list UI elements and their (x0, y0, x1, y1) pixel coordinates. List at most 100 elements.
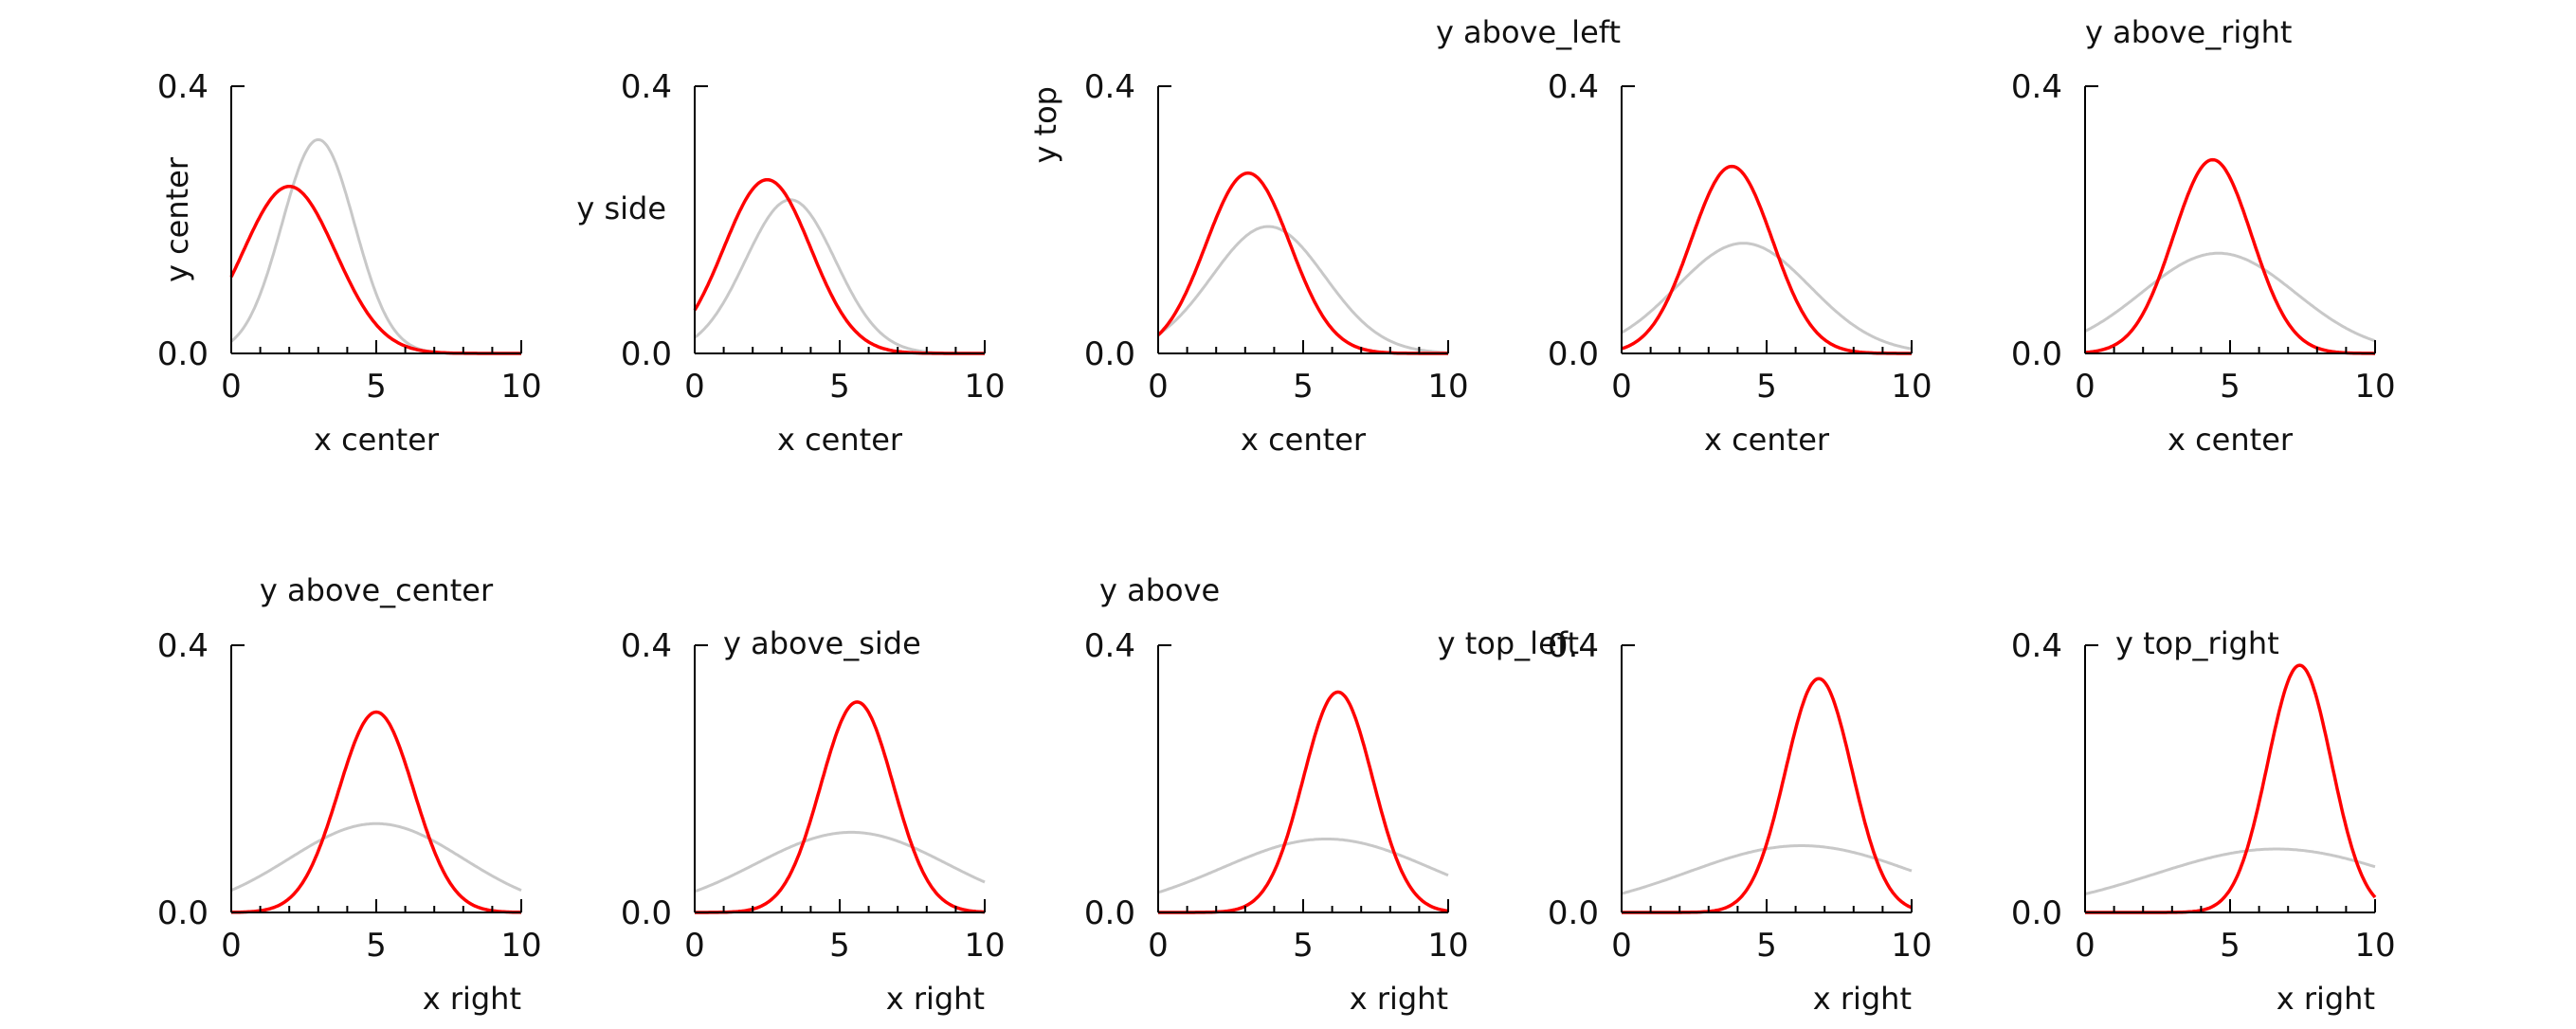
y-tick-label: 0.4 (1084, 68, 1135, 106)
gray-curve (2084, 251, 2376, 343)
x-tick-label: 10 (1427, 927, 1468, 965)
y-tick-label: 0.0 (621, 335, 672, 373)
red-curve (229, 185, 521, 355)
red-curve (2085, 663, 2377, 914)
y-axis-label: y above_side (723, 625, 921, 661)
red-curve (1621, 164, 1912, 355)
x-tick-label: 0 (1148, 927, 1169, 965)
x-tick-label: 0 (2075, 927, 2095, 965)
y-tick-label: 0.4 (1548, 68, 1599, 106)
gray-curve (1621, 242, 1913, 351)
red-curve (1158, 690, 1449, 914)
gray-curve (694, 198, 985, 355)
x-axis-label: x center (314, 422, 440, 458)
x-tick-label: 10 (964, 368, 1005, 406)
x-tick-label: 0 (2075, 368, 2095, 406)
y-axis-label: y top (1027, 86, 1063, 164)
x-tick-label: 5 (1756, 927, 1777, 965)
y-axis-label: y above_left (1436, 14, 1621, 50)
y-tick-label: 0.0 (157, 335, 209, 373)
x-tick-label: 0 (221, 368, 242, 406)
x-tick-label: 10 (2354, 927, 2395, 965)
x-tick-label: 5 (1293, 927, 1314, 965)
y-axis-label: y top_left (1438, 625, 1579, 661)
gray-curve (2084, 847, 2376, 895)
x-axis-label: x center (1241, 422, 1367, 458)
y-tick-label: 0.0 (2011, 894, 2062, 932)
x-tick-label: 10 (1891, 927, 1932, 965)
y-axis-label: y side (576, 190, 666, 226)
subplot-1: 0 5 10 0.0 0.4 x center y center (157, 68, 542, 458)
y-tick-label: 0.0 (157, 894, 209, 932)
red-curve (2084, 157, 2375, 355)
red-curve (230, 710, 522, 914)
gray-curve (1157, 838, 1449, 894)
y-tick-label: 0.4 (1548, 627, 1599, 665)
gray-curve (1157, 225, 1448, 354)
y-axis-label: y top_right (2115, 625, 2279, 661)
y-tick-label: 0.4 (2011, 627, 2062, 665)
x-tick-label: 0 (221, 927, 242, 965)
x-tick-label: 10 (964, 927, 1005, 965)
x-tick-label: 5 (366, 927, 387, 965)
x-tick-label: 10 (500, 368, 541, 406)
y-tick-label: 0.4 (621, 627, 672, 665)
x-tick-label: 5 (2220, 368, 2240, 406)
subplot-2: 0 5 10 0.0 0.4 x center y side (576, 68, 1005, 458)
gray-curve (694, 830, 986, 894)
y-axis-label: y center (159, 156, 195, 282)
red-curve (1156, 171, 1448, 355)
x-tick-label: 0 (1611, 927, 1632, 965)
x-tick-label: 0 (684, 368, 705, 406)
y-tick-label: 0.4 (621, 68, 672, 106)
x-axis-label: x right (423, 981, 521, 1017)
subplot-4: 0 5 10 0.0 0.4 x center y above_left (1436, 14, 1932, 458)
x-tick-label: 0 (1611, 368, 1632, 406)
x-tick-label: 0 (684, 927, 705, 965)
x-tick-label: 5 (829, 368, 850, 406)
gray-curve (1621, 844, 1913, 895)
x-axis-label: x right (1350, 981, 1448, 1017)
y-tick-label: 0.0 (2011, 335, 2062, 373)
subplot-7: 0 5 10 0.0 0.4 x right y above_side (621, 625, 1006, 1017)
y-axis-label: y above_right (2085, 14, 2292, 50)
x-tick-label: 5 (829, 927, 850, 965)
y-tick-label: 0.4 (157, 68, 209, 106)
x-tick-label: 5 (2220, 927, 2240, 965)
x-tick-label: 5 (366, 368, 387, 406)
x-axis-label: x right (886, 981, 985, 1017)
subplot-9: 0 5 10 0.0 0.4 x right y top_left (1438, 625, 1932, 1017)
y-tick-label: 0.4 (157, 627, 209, 665)
gray-curve (230, 137, 521, 355)
y-tick-label: 0.0 (1084, 335, 1135, 373)
y-tick-label: 0.4 (2011, 68, 2062, 106)
y-tick-label: 0.0 (1084, 894, 1135, 932)
x-tick-label: 10 (500, 927, 541, 965)
red-curve (1622, 677, 1913, 914)
x-tick-label: 10 (2354, 368, 2395, 406)
y-axis-label: y above (1099, 572, 1220, 608)
subplot-8: 0 5 10 0.0 0.4 x right y above (1084, 572, 1469, 1017)
x-axis-label: x right (2277, 981, 2375, 1017)
subplot-5: 0 5 10 0.0 0.4 x center y above_right (2011, 14, 2396, 458)
x-tick-label: 0 (1148, 368, 1169, 406)
y-tick-label: 0.0 (1548, 894, 1599, 932)
x-tick-label: 10 (1891, 368, 1932, 406)
subplot-3: 0 5 10 0.0 0.4 x center y top (1027, 68, 1469, 458)
x-tick-label: 5 (1756, 368, 1777, 406)
x-tick-label: 10 (1427, 368, 1468, 406)
x-axis-label: x center (1704, 422, 1830, 458)
x-axis-label: x center (2168, 422, 2294, 458)
y-axis-label: y above_center (260, 572, 494, 608)
subplot-6: 0 5 10 0.0 0.4 x right y above_center (157, 572, 542, 1017)
x-axis-label: x right (1813, 981, 1912, 1017)
subplot-10: 0 5 10 0.0 0.4 x right y top_right (2011, 625, 2396, 1017)
y-tick-label: 0.0 (1548, 335, 1599, 373)
gray-curve (230, 821, 522, 892)
red-curve (695, 700, 985, 914)
x-tick-label: 5 (1293, 368, 1314, 406)
x-axis-label: x center (777, 422, 903, 458)
y-tick-label: 0.4 (1084, 627, 1135, 665)
y-tick-label: 0.0 (621, 894, 672, 932)
